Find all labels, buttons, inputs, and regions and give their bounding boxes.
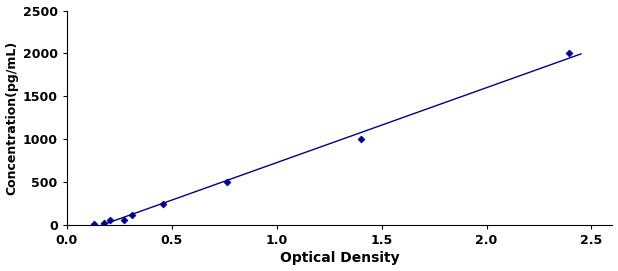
Y-axis label: Concentration(pg/mL): Concentration(pg/mL) [6,41,19,195]
X-axis label: Optical Density: Optical Density [280,251,399,265]
